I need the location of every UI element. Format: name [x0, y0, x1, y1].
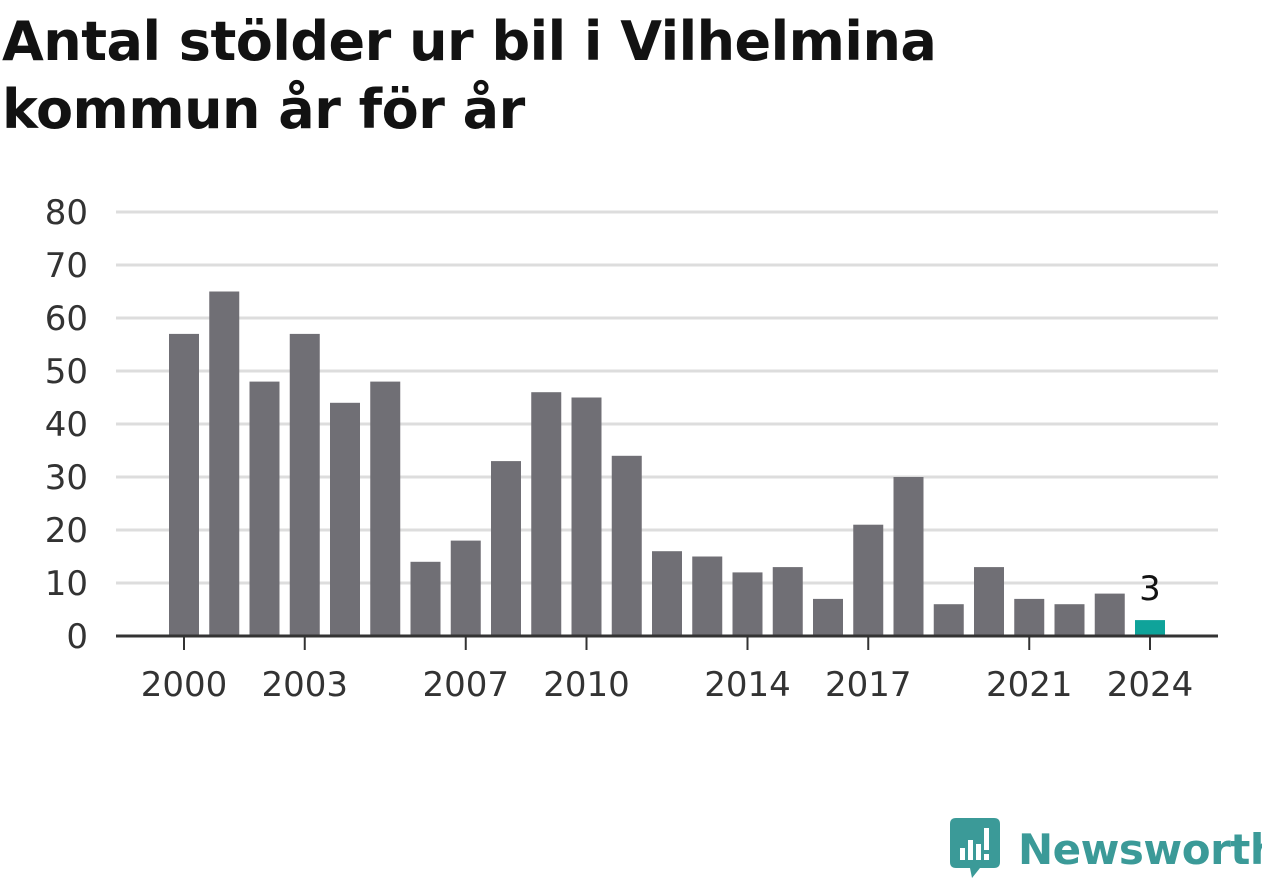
y-tick-label: 30	[45, 458, 88, 498]
y-tick-label: 40	[45, 405, 88, 445]
bar-2018[interactable]	[893, 477, 924, 636]
x-tick-label: 2010	[543, 665, 630, 705]
x-tick-label: 2024	[1107, 665, 1194, 705]
x-tick-label: 2021	[986, 665, 1073, 705]
bars	[169, 291, 1165, 637]
y-tick-label: 70	[45, 246, 88, 286]
bar-2011[interactable]	[611, 455, 642, 636]
bar-2002[interactable]	[249, 381, 280, 636]
brand-name: Newsworthy	[1018, 824, 1262, 874]
bar-2019[interactable]	[933, 604, 964, 636]
bar-2007[interactable]	[450, 540, 481, 636]
x-tick-label: 2014	[704, 665, 791, 705]
newsworthy-logo-icon	[950, 818, 1000, 878]
chart-title: Antal stölder ur bil i Vilhelmina kommun…	[2, 10, 937, 141]
bar-2001[interactable]	[209, 291, 240, 637]
bar-2009[interactable]	[531, 392, 562, 636]
bar-2004[interactable]	[330, 402, 360, 636]
bar-2008[interactable]	[491, 461, 521, 636]
bar-2005[interactable]	[370, 381, 401, 636]
y-tick-label: 0	[66, 617, 88, 657]
x-tick-label: 2000	[141, 665, 228, 705]
y-tick-label: 80	[45, 193, 88, 233]
data-label: 3	[1139, 569, 1161, 609]
newsworthy-brand[interactable]: Newsworthy	[950, 818, 1262, 880]
gridlines	[116, 210, 1218, 585]
bar-2003[interactable]	[289, 333, 320, 636]
bar-2024[interactable]	[1135, 620, 1165, 636]
bar-2016[interactable]	[813, 598, 843, 636]
x-tick-label: 2003	[261, 665, 348, 705]
x-tick-label: 2007	[422, 665, 509, 705]
bar-2013[interactable]	[692, 556, 723, 637]
y-tick-label: 50	[45, 352, 88, 392]
bar-2012[interactable]	[652, 551, 682, 636]
bar-2000[interactable]	[169, 333, 199, 636]
bar-2006[interactable]	[410, 561, 441, 636]
x-tick-label: 2017	[825, 665, 912, 705]
y-tick-label: 60	[45, 299, 88, 339]
labels: 0 10 20 30 40 50 60 70 80 2000 2003 2007 2010 2014 201…	[45, 193, 1194, 705]
bar-2020[interactable]	[974, 567, 1004, 636]
bar-2023[interactable]	[1094, 593, 1125, 636]
bar-2017[interactable]	[853, 524, 884, 636]
bar-2015[interactable]	[772, 567, 803, 636]
y-tick-label: 10	[45, 564, 88, 604]
bar-2010[interactable]	[571, 397, 602, 637]
bar-2021[interactable]	[1014, 598, 1045, 636]
axes	[116, 634, 1218, 650]
y-tick-label: 20	[45, 511, 88, 551]
bar-2022[interactable]	[1054, 604, 1085, 636]
bar-2014[interactable]	[732, 572, 763, 636]
